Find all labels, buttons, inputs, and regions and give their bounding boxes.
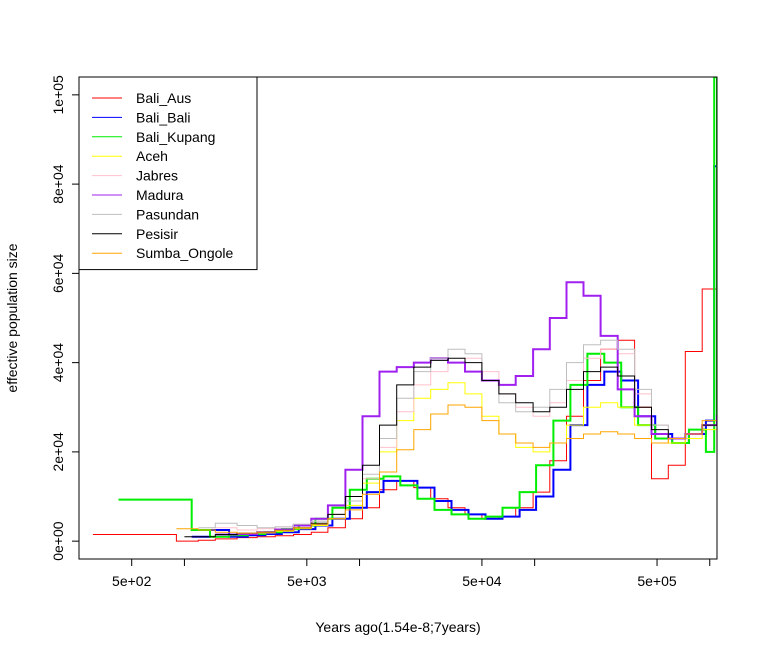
legend-label: Bali_Aus <box>136 90 191 106</box>
y-tick-label: 2e+04 <box>50 432 66 472</box>
series-pasundan <box>198 339 717 529</box>
legend-label: Pesisir <box>136 226 178 242</box>
series-bali-bali <box>191 165 717 538</box>
x-tick-label: 5e+03 <box>287 573 327 589</box>
legend-label: Sumba_Ongole <box>136 245 234 261</box>
y-tick-label: 0e+00 <box>50 521 66 561</box>
legend-box <box>78 76 258 271</box>
series-bali-aus <box>92 288 717 542</box>
x-tick-label: 5e+02 <box>112 573 152 589</box>
x-tick-label: 5e+04 <box>462 573 502 589</box>
legend-label: Aceh <box>136 148 168 164</box>
legend: Bali_Aus Bali_Bali Bali_Kupang Aceh Jabres Ma… <box>78 76 258 271</box>
y-tick-label: 1e+05 <box>50 75 66 115</box>
x-tick-label: 5e+05 <box>637 573 677 589</box>
y-axis: 0e+00 2e+04 4e+04 6e+04 8e+04 1e+05 <box>50 75 79 561</box>
series-jabres <box>215 348 717 531</box>
x-axis: 5e+02 5e+03 5e+04 5e+05 <box>112 559 711 589</box>
legend-label: Madura <box>136 187 184 203</box>
series-madura <box>215 281 717 536</box>
series-layer <box>92 77 717 542</box>
legend-label: Pasundan <box>136 206 199 222</box>
legend-label: Jabres <box>136 168 178 184</box>
x-axis-label: Years ago(1.54e-8;7years) <box>315 619 480 635</box>
series-sumba-ongole <box>176 404 717 534</box>
y-tick-label: 4e+04 <box>50 343 66 383</box>
plot-frame <box>78 76 718 560</box>
legend-label: Bali_Bali <box>136 109 190 125</box>
y-tick-label: 8e+04 <box>50 164 66 204</box>
y-axis-label: effective population size <box>4 243 20 392</box>
y-tick-label: 6e+04 <box>50 254 66 294</box>
legend-label: Bali_Kupang <box>136 129 215 145</box>
